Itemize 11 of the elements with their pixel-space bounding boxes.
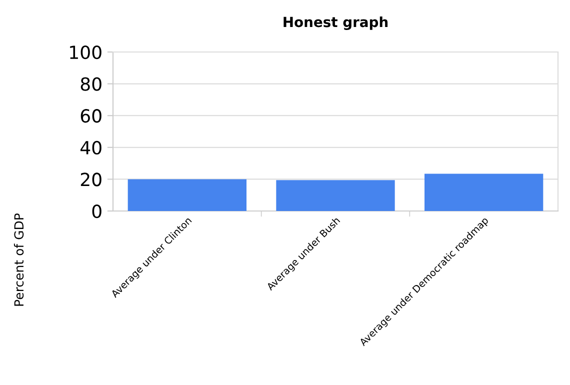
y-tick-label: 60 xyxy=(80,109,102,123)
y-tick-label: 80 xyxy=(80,77,102,91)
y-axis-title: Percent of GDP xyxy=(14,213,24,306)
chart-title: Honest graph xyxy=(284,16,388,30)
y-tick-label: 20 xyxy=(80,172,102,186)
bar xyxy=(276,180,395,211)
y-tick-label: 40 xyxy=(80,140,102,155)
bar xyxy=(424,174,544,211)
bar xyxy=(128,179,246,211)
y-tick-label: 100 xyxy=(70,45,102,60)
y-tick-label: 0 xyxy=(92,204,102,218)
